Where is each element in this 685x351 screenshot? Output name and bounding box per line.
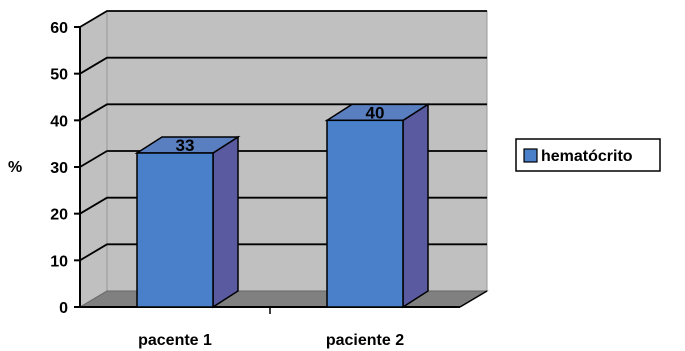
y-tick-label: 0 (59, 300, 68, 317)
data-label: 33 (176, 136, 195, 155)
data-labels: 33 40 (176, 103, 385, 155)
bar-front (326, 119, 404, 308)
bar (324, 102, 431, 309)
bar-side (402, 102, 429, 309)
y-tick-label: 30 (50, 160, 68, 177)
x-axis-depth (459, 290, 488, 308)
data-label: 40 (366, 103, 385, 122)
category-labels: pacente 1 paciente 2 (138, 332, 404, 349)
category-label: pacente 1 (138, 332, 212, 349)
y-tick-label: 20 (50, 207, 68, 224)
y-tick-label: 60 (50, 20, 68, 37)
bar-side (212, 135, 239, 309)
y-tick-label: 40 (50, 113, 68, 130)
gridline (79, 56, 487, 75)
category-label: paciente 2 (326, 332, 404, 349)
legend-box (515, 138, 661, 172)
gridline (79, 10, 487, 28)
y-tick-label: 10 (50, 253, 68, 270)
bar-front (136, 152, 214, 308)
legend: hematócrito (515, 138, 661, 172)
bar (134, 135, 241, 309)
y-tick-label: 50 (50, 67, 68, 84)
y-ticks: 0 10 20 30 40 50 60 (50, 20, 80, 317)
y-axis-label: % (8, 159, 22, 176)
legend-label-hematocrito: hematócrito (541, 148, 633, 165)
bars (134, 102, 431, 309)
legend-swatch (523, 148, 538, 163)
